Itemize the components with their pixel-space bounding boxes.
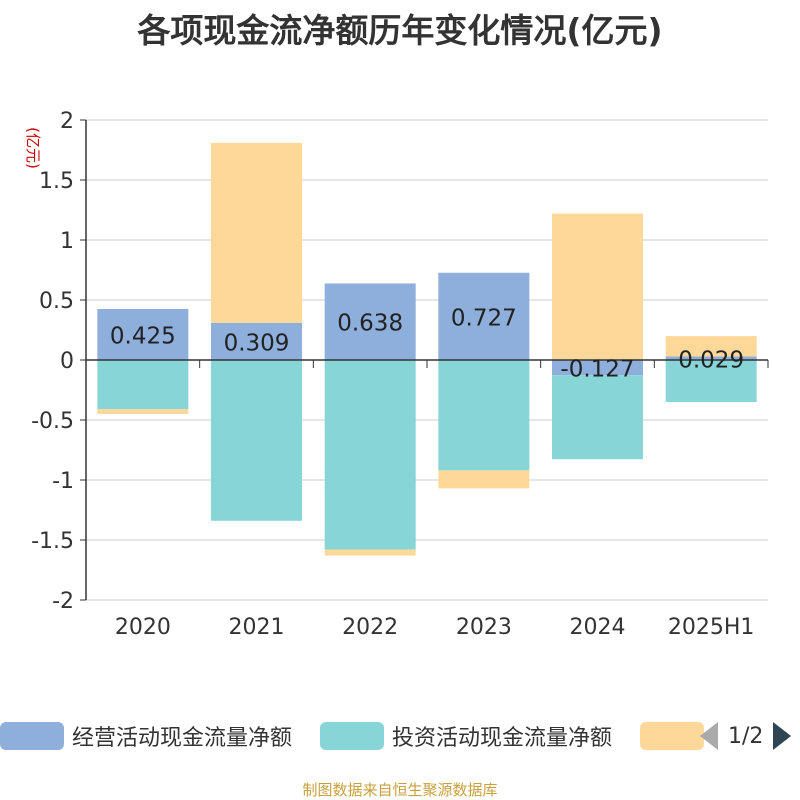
x-tick-label: 2023 [456,615,512,640]
legend-page-indicator: 1/2 [728,723,764,749]
bar-0-2021 [211,322,302,360]
bar-2-2024 [552,213,643,360]
bar-0-2020 [97,309,189,360]
data-label: 0.029 [678,347,744,373]
x-tick-label: 2021 [229,615,285,640]
bar-0-2022 [324,283,416,360]
bar-series [97,142,757,556]
legend-pager: 1/2 [700,716,792,756]
bar-1-2024 [552,375,643,460]
data-labels: 0.425 0.309 0.638 0.727 -0.127 0.029 [110,305,744,382]
legend: 经营活动现金流量净额 投资活动现金流量净额 1/2 [0,716,800,756]
data-label: 0.309 [224,330,290,356]
legend-item-operating[interactable]: 经营活动现金流量净额 [0,716,292,756]
x-tick-label: 2020 [115,615,171,640]
x-tick-label: 2022 [342,615,398,640]
bar-1-2023 [438,360,530,471]
y-tick-label: -1.5 [31,529,74,554]
bar-2-2021 [211,142,302,323]
data-source-note: 制图数据来自恒生聚源数据库 [302,781,498,799]
y-tick-label: 2 [60,109,74,134]
y-tick-label: 0 [60,349,74,374]
legend-item-financing[interactable] [640,716,704,756]
y-tick-label: 0.5 [39,289,74,314]
bar-chart: 2 1.5 1 0.5 0 -0.5 -1 -1.5 -2 (亿元) 2020 2021 2022 202… [24,109,769,640]
bar-0-2023 [438,272,530,360]
chart-title: 各项现金流净额历年变化情况(亿元) [137,11,663,50]
bar-2-2020 [97,409,189,414]
y-tick-label: -1 [52,469,74,494]
y-tick-label: -2 [52,589,74,614]
y-tick-label: -0.5 [31,409,74,434]
bar-1-2021 [211,360,302,521]
legend-label-operating: 经营活动现金流量净额 [72,726,293,751]
legend-next-icon[interactable] [773,722,792,750]
x-tick-label: 2024 [570,615,626,640]
grid-lines [86,119,768,601]
legend-swatch-operating [0,722,64,750]
legend-swatch-financing [640,722,704,750]
bar-2-2023 [438,470,530,489]
bar-1-2025H1 [665,360,757,402]
y-tick-label: 1.5 [39,169,74,194]
y-axis-label: (亿元) [24,127,42,169]
data-label: 0.425 [110,324,176,350]
y-tick-label: 1 [60,229,74,254]
bar-2-2022 [324,549,416,556]
legend-prev-icon[interactable] [700,722,718,750]
bar-2-2025H1 [665,336,757,357]
bar-0-2024 [552,360,643,376]
bar-0-2025H1 [665,356,757,360]
legend-label-investing: 投资活动现金流量净额 [392,726,613,751]
bar-1-2022 [324,360,416,550]
legend-swatch-investing [320,722,384,750]
legend-item-investing[interactable]: 投资活动现金流量净额 [320,716,612,756]
bar-1-2020 [97,360,189,410]
x-tick-label: 2025H1 [668,615,755,640]
data-label: 0.727 [451,305,517,331]
axes: 2 1.5 1 0.5 0 -0.5 -1 -1.5 -2 (亿元) 2020 2021 2022 202… [24,109,769,640]
data-label: 0.638 [337,311,403,337]
data-label: -0.127 [560,357,634,383]
